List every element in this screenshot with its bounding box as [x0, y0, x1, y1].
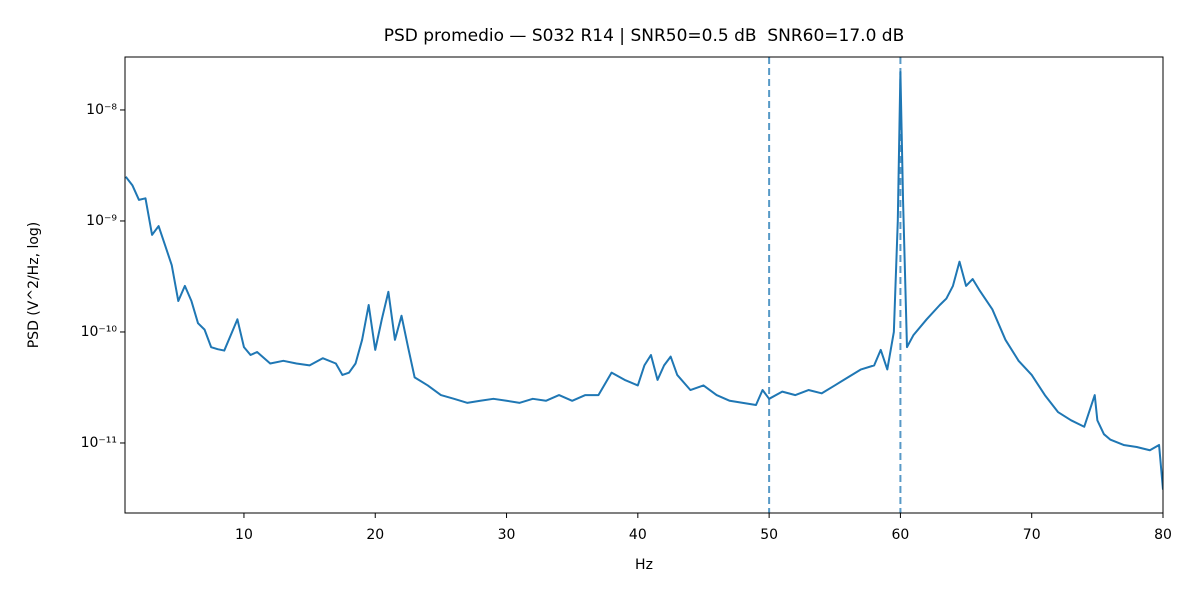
y-tick-label: 10⁻⁹ — [86, 213, 117, 229]
plot-area — [125, 57, 1163, 513]
x-tick-label: 10 — [235, 527, 253, 543]
y-tick-label: 10⁻¹¹ — [81, 435, 117, 451]
x-tick-label: 60 — [892, 527, 910, 543]
x-tick-label: 50 — [760, 527, 778, 543]
chart-title: PSD promedio — S032 R14 | SNR50=0.5 dB S… — [384, 26, 905, 46]
x-tick-label: 30 — [498, 527, 516, 543]
axes-frame — [124, 56, 1164, 514]
x-tick-label: 80 — [1154, 527, 1172, 543]
y-tick-label: 10⁻⁸ — [86, 102, 117, 118]
y-tick-label: 10⁻¹⁰ — [81, 324, 118, 340]
x-tick-label: 40 — [629, 527, 647, 543]
x-tick-label: 20 — [366, 527, 384, 543]
psd-line — [125, 70, 1163, 490]
x-tick-label: 70 — [1023, 527, 1041, 543]
x-axis-label: Hz — [635, 557, 653, 573]
y-axis-label: PSD (V^2/Hz, log) — [26, 222, 42, 349]
